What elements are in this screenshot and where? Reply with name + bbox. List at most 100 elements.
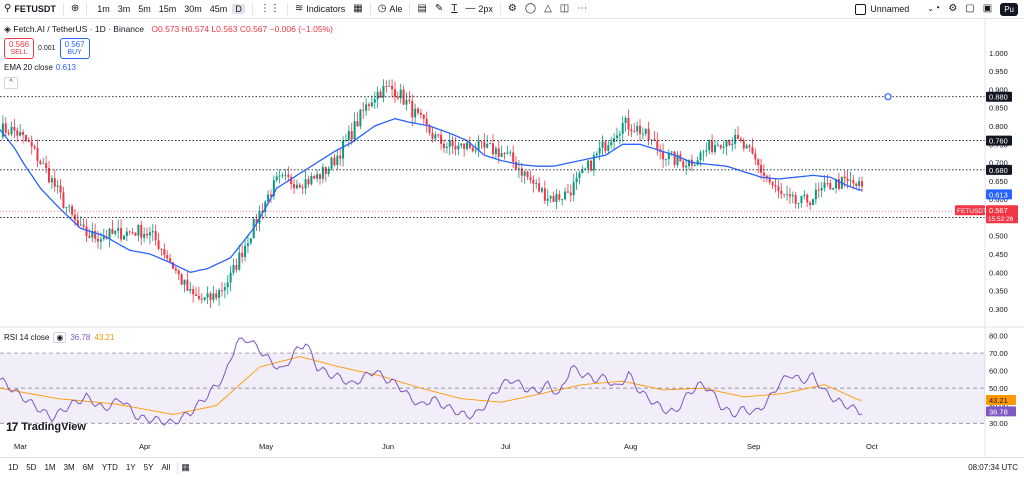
publish-button[interactable]: Pu: [1000, 2, 1018, 16]
candle-body: [592, 155, 595, 171]
candle-body: [16, 130, 19, 136]
compare-button[interactable]: ⊕: [67, 0, 83, 18]
alert-button[interactable]: ◷ Ale: [374, 0, 407, 18]
candle-body: [696, 160, 699, 166]
symbol-search[interactable]: ⚲ FETUSDT: [0, 0, 60, 18]
text-button[interactable]: T: [447, 0, 461, 18]
calendar-range-icon[interactable]: ▦: [181, 462, 190, 472]
candle-body: [711, 140, 714, 152]
candle-body: [503, 153, 506, 154]
candle-body: [362, 109, 365, 111]
gear-icon[interactable]: ⚙: [948, 3, 958, 14]
time-tick-label: Sep: [747, 442, 760, 451]
chart-type-button[interactable]: ⋮⋮: [256, 0, 284, 18]
timeframe-15m[interactable]: 15m: [158, 4, 177, 14]
timeframe-5m[interactable]: 5m: [138, 4, 151, 14]
candle-body: [765, 175, 768, 179]
candle-body: [108, 228, 111, 239]
camera-icon[interactable]: ▣: [982, 3, 993, 14]
visibility-button[interactable]: ◯: [521, 0, 540, 18]
range-5d[interactable]: 5D: [26, 463, 37, 472]
candle-body: [566, 191, 569, 193]
quick-search-icon[interactable]: ◔: [934, 3, 941, 14]
time-tick-label: Oct: [866, 442, 879, 451]
delete-button[interactable]: ◫: [556, 0, 573, 18]
legend-close: C0.567: [239, 24, 268, 34]
tradingview-logo[interactable]: 17 TradingView: [6, 420, 86, 434]
sell-button[interactable]: 0.566 SELL: [4, 38, 35, 60]
candle-body: [301, 187, 304, 189]
range-1m[interactable]: 1M: [44, 463, 56, 472]
candle-body: [771, 182, 774, 186]
candle-body: [445, 146, 448, 148]
candle-body: [840, 176, 843, 189]
timeframe-3m[interactable]: 3m: [117, 4, 131, 14]
candle-body: [143, 233, 146, 238]
legend-title[interactable]: Fetch.AI / TetherUS · 1D · Binance: [13, 24, 145, 34]
text-icon: T: [451, 3, 458, 14]
candle-body: [359, 109, 362, 127]
candle-body: [627, 117, 630, 130]
range-6m[interactable]: 6M: [82, 463, 94, 472]
toolbar-divider: [369, 3, 371, 15]
candle-body: [163, 249, 166, 256]
utc-clock[interactable]: 08:07:34 UTC: [968, 463, 1018, 472]
more-button[interactable]: ⋯: [573, 0, 591, 18]
timeframe-1m[interactable]: 1m: [97, 4, 110, 14]
candle-body: [249, 238, 252, 244]
collapse-legend-button[interactable]: ^: [4, 77, 18, 89]
toolbar-divider: [409, 3, 411, 15]
eye-icon[interactable]: ◉: [53, 332, 67, 343]
price-level-tag: [986, 135, 1012, 146]
fullscreen-icon[interactable]: ▢: [965, 3, 975, 14]
range-ytd[interactable]: YTD: [101, 463, 118, 472]
indicators-button[interactable]: ≋ Indicators: [291, 0, 349, 18]
price-tick-label: 0.850: [989, 104, 1008, 113]
range-1d[interactable]: 1D: [8, 463, 19, 472]
lock-button[interactable]: △: [540, 0, 556, 18]
candle-body: [558, 194, 561, 200]
range-1y[interactable]: 1Y: [125, 463, 136, 472]
toolbar-divider: [177, 461, 179, 474]
range-3m[interactable]: 3M: [63, 463, 75, 472]
brush-button[interactable]: ✎: [431, 0, 447, 18]
eye-off-icon: ◯: [524, 3, 537, 14]
candle-body: [641, 133, 644, 135]
candle-body: [388, 85, 391, 87]
range-all[interactable]: All: [161, 463, 171, 472]
layout-button[interactable]: ▤: [413, 0, 430, 18]
timeframe-45m[interactable]: 45m: [209, 4, 228, 14]
time-axis[interactable]: Mar Apr May Jun Jul Aug Sep Oct: [14, 442, 879, 451]
rsi-legend[interactable]: RSI 14 close ◉ 36.78 43.21: [4, 332, 114, 343]
timeframe-d[interactable]: D: [232, 4, 245, 14]
line-handle-icon[interactable]: [884, 93, 892, 101]
price-level-tag: [986, 212, 1012, 223]
rsi-axis[interactable]: 80.00 70.00 60.00 50.00 40.00 30.00 43.21 36.78: [986, 332, 1016, 429]
range-5y[interactable]: 5Y: [143, 463, 154, 472]
candles-icon: ⋮⋮: [259, 3, 280, 14]
candle-body: [310, 176, 313, 185]
price-axis[interactable]: 1.000 0.950 0.900 0.850 0.800 0.750 0.700 0.650…: [955, 18, 1018, 457]
candle-body: [30, 141, 33, 147]
candle-body: [428, 124, 431, 133]
candle-body: [448, 140, 451, 147]
candle-body: [529, 177, 532, 180]
layout-name[interactable]: Unnamed ⌄: [855, 0, 934, 18]
top-toolbar: ⚲ FETUSDT ⊕ 1m 3m 5m 15m 30m 45m D ⋮⋮ ≋ Indica…: [0, 0, 1024, 19]
candle-body: [690, 159, 693, 166]
candle-body: [636, 125, 639, 132]
ema-legend[interactable]: EMA 20 close 0.613: [4, 63, 76, 72]
templates-button[interactable]: ▦: [349, 0, 366, 18]
candle-body: [22, 132, 25, 135]
candle-body: [460, 143, 463, 146]
timeframe-30m[interactable]: 30m: [184, 4, 202, 14]
buy-button[interactable]: 0.567 BUY: [59, 38, 90, 60]
settings-button[interactable]: ⚙: [504, 0, 521, 18]
line-width-selector[interactable]: — 2px: [461, 0, 497, 18]
candle-body: [171, 262, 174, 269]
candle-body: [610, 142, 613, 146]
candle-body: [509, 152, 512, 154]
symbol-label: FETUSDT: [14, 4, 56, 14]
candle-body: [284, 174, 287, 176]
